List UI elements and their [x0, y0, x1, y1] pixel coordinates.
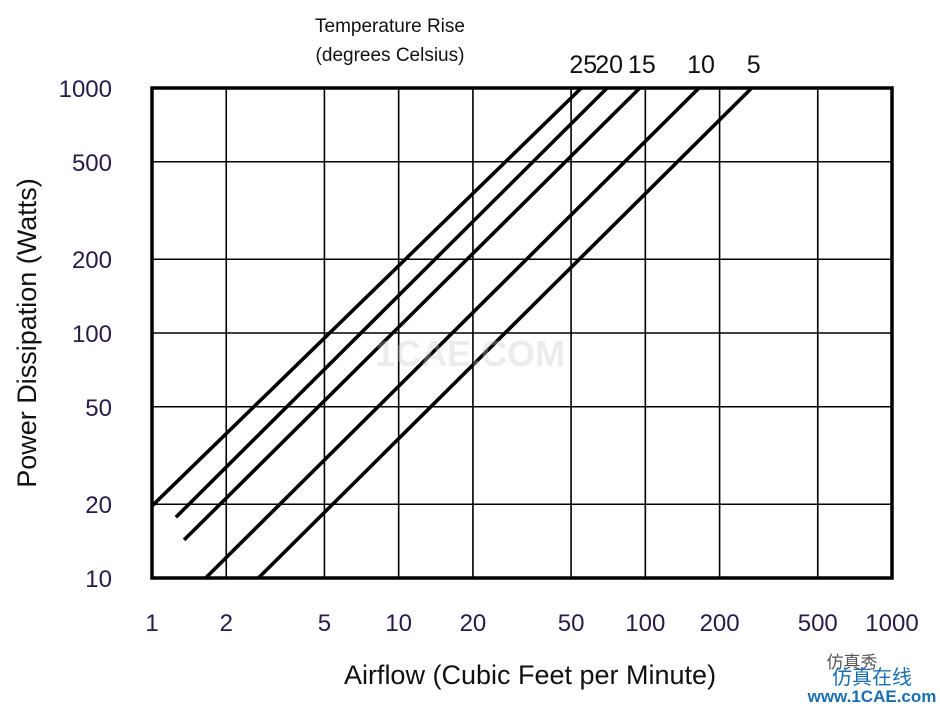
x-tick-label-200: 200	[700, 610, 740, 637]
series-label-5: 5	[747, 51, 761, 79]
x-tick-labels: 1 2 5 10 20 50 100 200 500 1000	[145, 610, 918, 637]
y-tick-label-10: 10	[85, 566, 112, 593]
x-tick-label-50: 50	[558, 610, 585, 637]
series-line-25	[150, 86, 583, 508]
y-axis-title: Power Dissipation (Watts)	[12, 178, 42, 488]
y-tick-label-100: 100	[72, 321, 112, 348]
y-tick-label-1000: 1000	[59, 76, 112, 103]
x-tick-label-10: 10	[385, 610, 412, 637]
series-line-5	[257, 86, 753, 580]
legend-title-line1: Temperature Rise	[315, 16, 465, 37]
series-line-10	[204, 86, 701, 580]
x-tick-label-2: 2	[220, 610, 233, 637]
brand-cn-top: 仿真秀	[827, 653, 878, 673]
x-tick-label-20: 20	[460, 610, 487, 637]
x-tick-label-100: 100	[625, 610, 665, 637]
x-tick-label-1: 1	[145, 610, 158, 637]
y-tick-labels: 10 20 50 100 200 500 1000	[59, 76, 112, 593]
series-lines	[150, 86, 753, 580]
series-label-20: 20	[595, 51, 623, 79]
series-label-25: 25	[569, 51, 597, 79]
series-label-15: 15	[628, 51, 656, 79]
y-tick-label-500: 500	[72, 150, 112, 177]
x-axis-title: Airflow (Cubic Feet per Minute)	[344, 660, 716, 690]
x-tick-label-1000: 1000	[865, 610, 918, 637]
x-tick-label-500: 500	[798, 610, 838, 637]
brand-cn-bottom: 仿真在线	[832, 665, 912, 689]
brand-watermark: 仿真秀 仿真在线 www.1CAE.com	[807, 653, 937, 706]
legend-title-line2: (degrees Celsius)	[316, 45, 465, 66]
y-tick-label-50: 50	[85, 395, 112, 422]
y-tick-label-20: 20	[85, 492, 112, 519]
y-tick-label-200: 200	[72, 247, 112, 274]
series-label-10: 10	[687, 51, 715, 79]
series-line-20	[174, 86, 609, 519]
plot-frame	[150, 86, 894, 580]
center-watermark: 1CAE.COM	[375, 333, 565, 374]
x-tick-label-5: 5	[318, 610, 331, 637]
series-line-15	[182, 86, 642, 542]
brand-url: www.1CAE.com	[807, 687, 937, 706]
